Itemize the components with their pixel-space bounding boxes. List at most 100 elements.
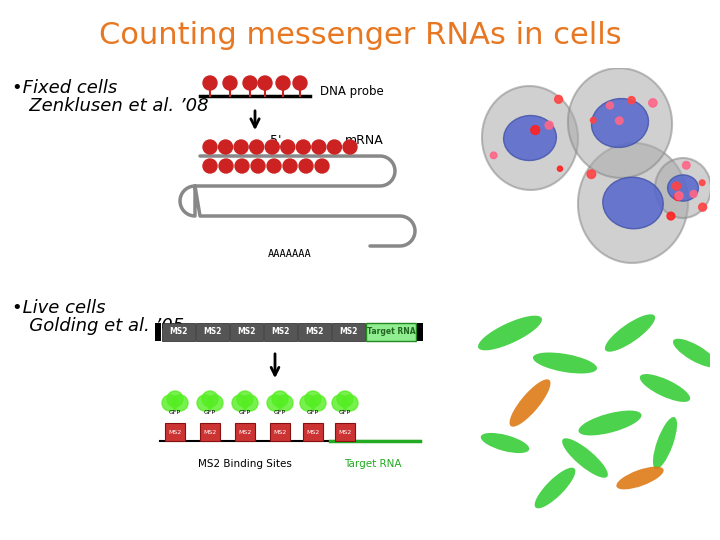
- Text: GFP: GFP: [204, 410, 216, 415]
- Text: MS2: MS2: [307, 429, 320, 435]
- Bar: [230, 323, 263, 341]
- Circle shape: [283, 159, 297, 173]
- Ellipse shape: [592, 98, 649, 147]
- Ellipse shape: [481, 433, 529, 453]
- Text: mRNA: mRNA: [345, 133, 384, 146]
- Circle shape: [672, 182, 680, 190]
- Ellipse shape: [640, 374, 690, 402]
- Text: Counting messenger RNAs in cells: Counting messenger RNAs in cells: [99, 21, 621, 50]
- Bar: [196, 323, 229, 341]
- Text: MS2: MS2: [169, 327, 188, 336]
- Bar: [162, 323, 195, 341]
- Ellipse shape: [535, 468, 575, 508]
- Circle shape: [219, 159, 233, 173]
- Circle shape: [337, 391, 353, 407]
- Circle shape: [272, 391, 288, 407]
- Bar: [417, 323, 423, 341]
- Circle shape: [207, 395, 223, 411]
- Circle shape: [590, 117, 596, 123]
- Text: MS2: MS2: [238, 429, 251, 435]
- Circle shape: [312, 140, 326, 154]
- Circle shape: [299, 159, 313, 173]
- Circle shape: [683, 161, 690, 169]
- Text: Target RNA: Target RNA: [366, 327, 415, 336]
- Circle shape: [667, 212, 675, 220]
- Ellipse shape: [562, 438, 608, 478]
- Circle shape: [606, 102, 613, 109]
- Circle shape: [232, 395, 248, 411]
- Circle shape: [251, 159, 265, 173]
- Circle shape: [628, 97, 635, 104]
- Circle shape: [162, 395, 178, 411]
- Circle shape: [332, 395, 348, 411]
- Circle shape: [265, 140, 279, 154]
- Text: MS2: MS2: [238, 327, 256, 336]
- Bar: [155, 323, 161, 341]
- Text: GFP: GFP: [339, 410, 351, 415]
- Bar: [332, 323, 365, 341]
- Circle shape: [557, 166, 562, 171]
- Circle shape: [675, 192, 683, 200]
- Circle shape: [310, 395, 326, 411]
- Text: MS2: MS2: [338, 429, 351, 435]
- Text: Golding et al. ’05: Golding et al. ’05: [12, 317, 184, 335]
- Bar: [235, 423, 255, 441]
- Circle shape: [197, 395, 213, 411]
- Ellipse shape: [603, 177, 663, 229]
- Circle shape: [674, 193, 681, 200]
- Circle shape: [203, 140, 217, 154]
- Circle shape: [242, 395, 258, 411]
- Circle shape: [202, 391, 218, 407]
- Ellipse shape: [616, 467, 664, 489]
- Text: Zenklusen et al. ’08: Zenklusen et al. ’08: [12, 97, 209, 115]
- Text: Target RNA: Target RNA: [344, 459, 402, 469]
- Circle shape: [554, 96, 562, 103]
- Ellipse shape: [568, 68, 672, 178]
- Bar: [298, 323, 331, 341]
- Circle shape: [297, 140, 310, 154]
- Ellipse shape: [533, 353, 597, 374]
- Text: MS2: MS2: [203, 327, 222, 336]
- Circle shape: [281, 140, 294, 154]
- Circle shape: [203, 159, 217, 173]
- Ellipse shape: [510, 379, 551, 427]
- Circle shape: [490, 152, 497, 159]
- Circle shape: [305, 391, 321, 407]
- Text: 5': 5': [270, 133, 282, 146]
- Circle shape: [276, 76, 290, 90]
- Circle shape: [223, 76, 237, 90]
- Ellipse shape: [653, 417, 677, 469]
- Circle shape: [250, 140, 264, 154]
- Circle shape: [277, 395, 293, 411]
- Bar: [335, 423, 355, 441]
- Text: MS2: MS2: [168, 429, 181, 435]
- Text: GFP: GFP: [307, 410, 319, 415]
- Circle shape: [649, 99, 657, 107]
- Ellipse shape: [578, 143, 688, 263]
- Text: MS2: MS2: [203, 429, 217, 435]
- Ellipse shape: [578, 410, 642, 435]
- Text: DNA probe: DNA probe: [320, 84, 384, 98]
- Circle shape: [587, 170, 595, 179]
- Circle shape: [219, 140, 233, 154]
- Bar: [165, 423, 185, 441]
- Text: AAAAAAA: AAAAAAA: [268, 249, 312, 259]
- Circle shape: [235, 159, 249, 173]
- Circle shape: [616, 117, 623, 124]
- Circle shape: [343, 140, 357, 154]
- Circle shape: [315, 159, 329, 173]
- Text: MS2: MS2: [271, 327, 289, 336]
- Circle shape: [243, 76, 257, 90]
- Circle shape: [342, 395, 358, 411]
- Circle shape: [237, 391, 253, 407]
- Text: MS2: MS2: [339, 327, 358, 336]
- Circle shape: [234, 140, 248, 154]
- Ellipse shape: [482, 86, 578, 190]
- Circle shape: [699, 180, 705, 186]
- Ellipse shape: [667, 175, 698, 201]
- Bar: [303, 423, 323, 441]
- Circle shape: [172, 395, 188, 411]
- Text: GFP: GFP: [169, 410, 181, 415]
- Circle shape: [267, 159, 281, 173]
- Text: MS2 Binding Sites: MS2 Binding Sites: [198, 459, 292, 469]
